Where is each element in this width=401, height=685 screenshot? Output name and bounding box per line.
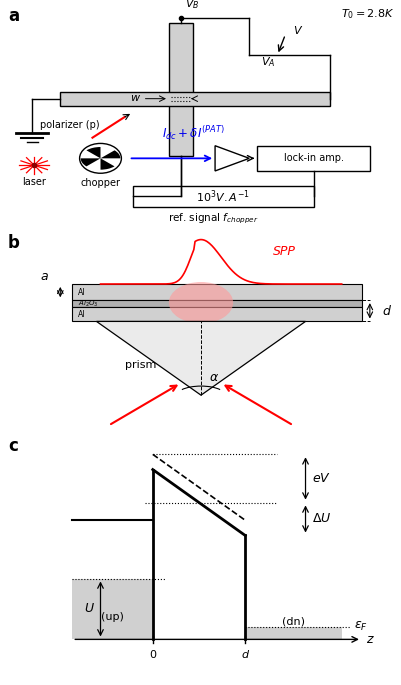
Text: $d$: $d$: [240, 648, 249, 660]
Polygon shape: [215, 146, 249, 171]
Text: Al: Al: [78, 310, 86, 319]
Text: $0$: $0$: [148, 648, 156, 660]
Text: (up): (up): [101, 612, 124, 621]
Text: prism: prism: [125, 360, 156, 370]
Ellipse shape: [79, 143, 121, 173]
Wedge shape: [100, 150, 120, 158]
Text: $eV$: $eV$: [311, 472, 330, 485]
Bar: [168, 23, 192, 156]
Text: lock-in amp.: lock-in amp.: [283, 153, 343, 163]
Bar: [257, 146, 369, 171]
Text: $V$: $V$: [293, 24, 303, 36]
Text: $d$: $d$: [381, 304, 391, 318]
Text: a: a: [8, 7, 19, 25]
Text: Al: Al: [78, 288, 86, 297]
Text: SPP: SPP: [273, 245, 296, 258]
Text: $\Delta U$: $\Delta U$: [311, 512, 330, 525]
Ellipse shape: [168, 282, 233, 323]
Text: chopper: chopper: [80, 178, 120, 188]
Text: $\epsilon_F$: $\epsilon_F$: [353, 620, 367, 633]
Text: $V_B$: $V_B$: [184, 0, 199, 12]
Wedge shape: [81, 158, 100, 166]
Bar: [72, 579, 152, 639]
Bar: [60, 92, 329, 105]
Bar: [72, 300, 361, 308]
Text: (dn): (dn): [281, 616, 304, 627]
Wedge shape: [86, 147, 100, 158]
Text: $\alpha$: $\alpha$: [209, 371, 219, 384]
Bar: [245, 627, 341, 639]
Bar: [132, 186, 313, 207]
Bar: [72, 284, 361, 300]
Text: $10^3 V.A^{-1}$: $10^3 V.A^{-1}$: [196, 188, 249, 205]
Text: $I_{dc} + \delta I^{(PAT)}$: $I_{dc} + \delta I^{(PAT)}$: [161, 124, 224, 142]
Text: $U$: $U$: [83, 603, 94, 615]
Wedge shape: [100, 158, 114, 170]
Bar: [72, 308, 361, 321]
Text: $w$: $w$: [129, 92, 140, 103]
Polygon shape: [96, 321, 305, 395]
Text: laser: laser: [22, 177, 46, 187]
Text: $z$: $z$: [365, 633, 374, 646]
Text: b: b: [8, 234, 20, 251]
Text: $T_0 = 2.8K$: $T_0 = 2.8K$: [340, 7, 393, 21]
Text: $a$: $a$: [40, 270, 49, 283]
Text: $V_A$: $V_A$: [261, 55, 275, 69]
Text: polarizer (p): polarizer (p): [40, 120, 99, 130]
Text: ref. signal $f_{chopper}$: ref. signal $f_{chopper}$: [167, 212, 258, 226]
Text: $Al_2O_3$: $Al_2O_3$: [78, 299, 99, 309]
Text: c: c: [8, 436, 18, 455]
